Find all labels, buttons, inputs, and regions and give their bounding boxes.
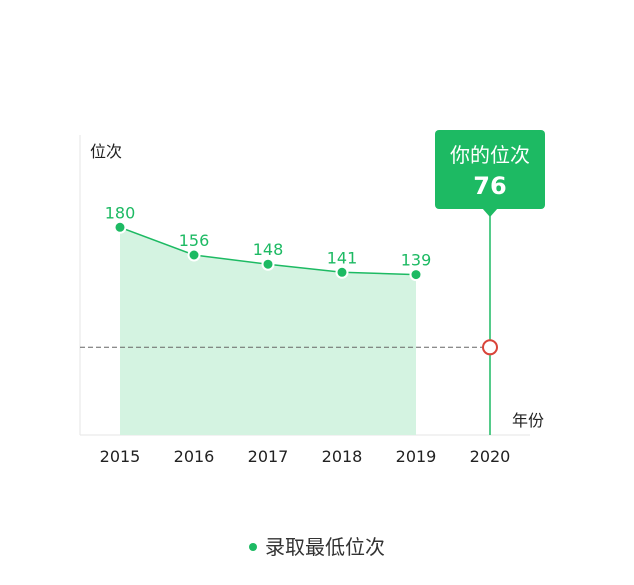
- x-tick-label: 2016: [174, 447, 215, 466]
- callout-value: 76: [473, 172, 506, 200]
- callout-layer: 你的位次 76: [435, 130, 545, 217]
- legend: 录取最低位次: [0, 531, 634, 560]
- point-layer: [113, 220, 498, 356]
- area-layer: [120, 227, 416, 435]
- callout-pointer: [482, 208, 498, 217]
- x-tick-label: 2018: [322, 447, 363, 466]
- x-axis-label: 年份: [512, 411, 544, 430]
- data-label: 148: [253, 240, 284, 259]
- label-layer: 180 156 148 141 139: [105, 203, 432, 269]
- callout-box: [435, 130, 545, 209]
- series-area: [120, 227, 416, 435]
- data-point: [261, 257, 275, 271]
- data-label: 139: [401, 251, 432, 270]
- data-label: 180: [105, 203, 136, 222]
- reference-layer: [80, 209, 491, 435]
- legend-label: 录取最低位次: [265, 535, 385, 559]
- data-label: 141: [327, 248, 358, 267]
- x-tick-label: 2019: [396, 447, 437, 466]
- data-point: [113, 220, 127, 234]
- data-label: 156: [179, 231, 210, 250]
- data-point: [335, 265, 349, 279]
- data-point: [187, 248, 201, 262]
- x-tick-label: 2015: [100, 447, 141, 466]
- x-tick-label: 2017: [248, 447, 289, 466]
- y-axis-label: 位次: [90, 142, 122, 161]
- data-point: [409, 268, 423, 282]
- callout-title: 你的位次: [450, 143, 530, 167]
- rank-marker: [482, 339, 498, 356]
- legend-marker: [249, 542, 257, 551]
- x-tick-label: 2020: [470, 447, 511, 466]
